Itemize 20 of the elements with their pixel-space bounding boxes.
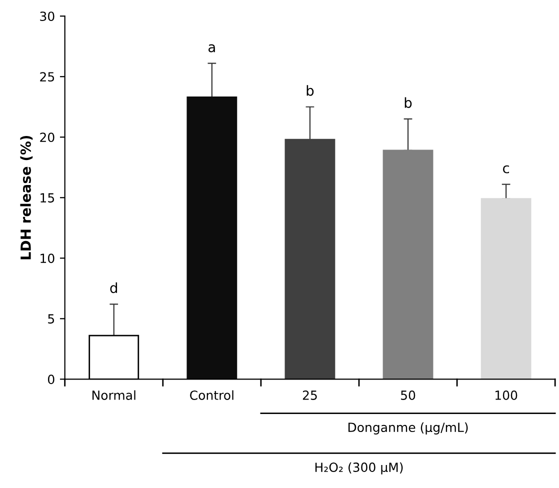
x-tick-label: Control bbox=[190, 390, 234, 400]
x-tick-label: Normal bbox=[92, 390, 136, 400]
text: H₂O₂ (300 μM) bbox=[315, 462, 403, 474]
annotation: a bbox=[208, 44, 215, 52]
x-tick-label: 100 bbox=[496, 390, 518, 400]
y-axis-title: LDH release (%) bbox=[20, 136, 33, 260]
y-tick-label: 15 bbox=[40, 193, 54, 203]
text: Donganme (μg/mL) bbox=[348, 422, 468, 434]
x-tick-label: 25 bbox=[302, 390, 317, 400]
y-tick-label: 25 bbox=[40, 72, 54, 82]
x-tick-label: 50 bbox=[401, 390, 416, 400]
y-tick-label: 0 bbox=[48, 374, 54, 384]
annotation: b bbox=[306, 85, 314, 96]
y-tick-label: 30 bbox=[40, 12, 54, 22]
y-tick-label: 10 bbox=[40, 254, 54, 264]
y-tick-label: 5 bbox=[48, 314, 54, 324]
annotation: d bbox=[110, 282, 118, 294]
annotation: c bbox=[503, 165, 510, 174]
y-tick-label: 20 bbox=[40, 132, 54, 142]
annotation: b bbox=[404, 97, 412, 108]
